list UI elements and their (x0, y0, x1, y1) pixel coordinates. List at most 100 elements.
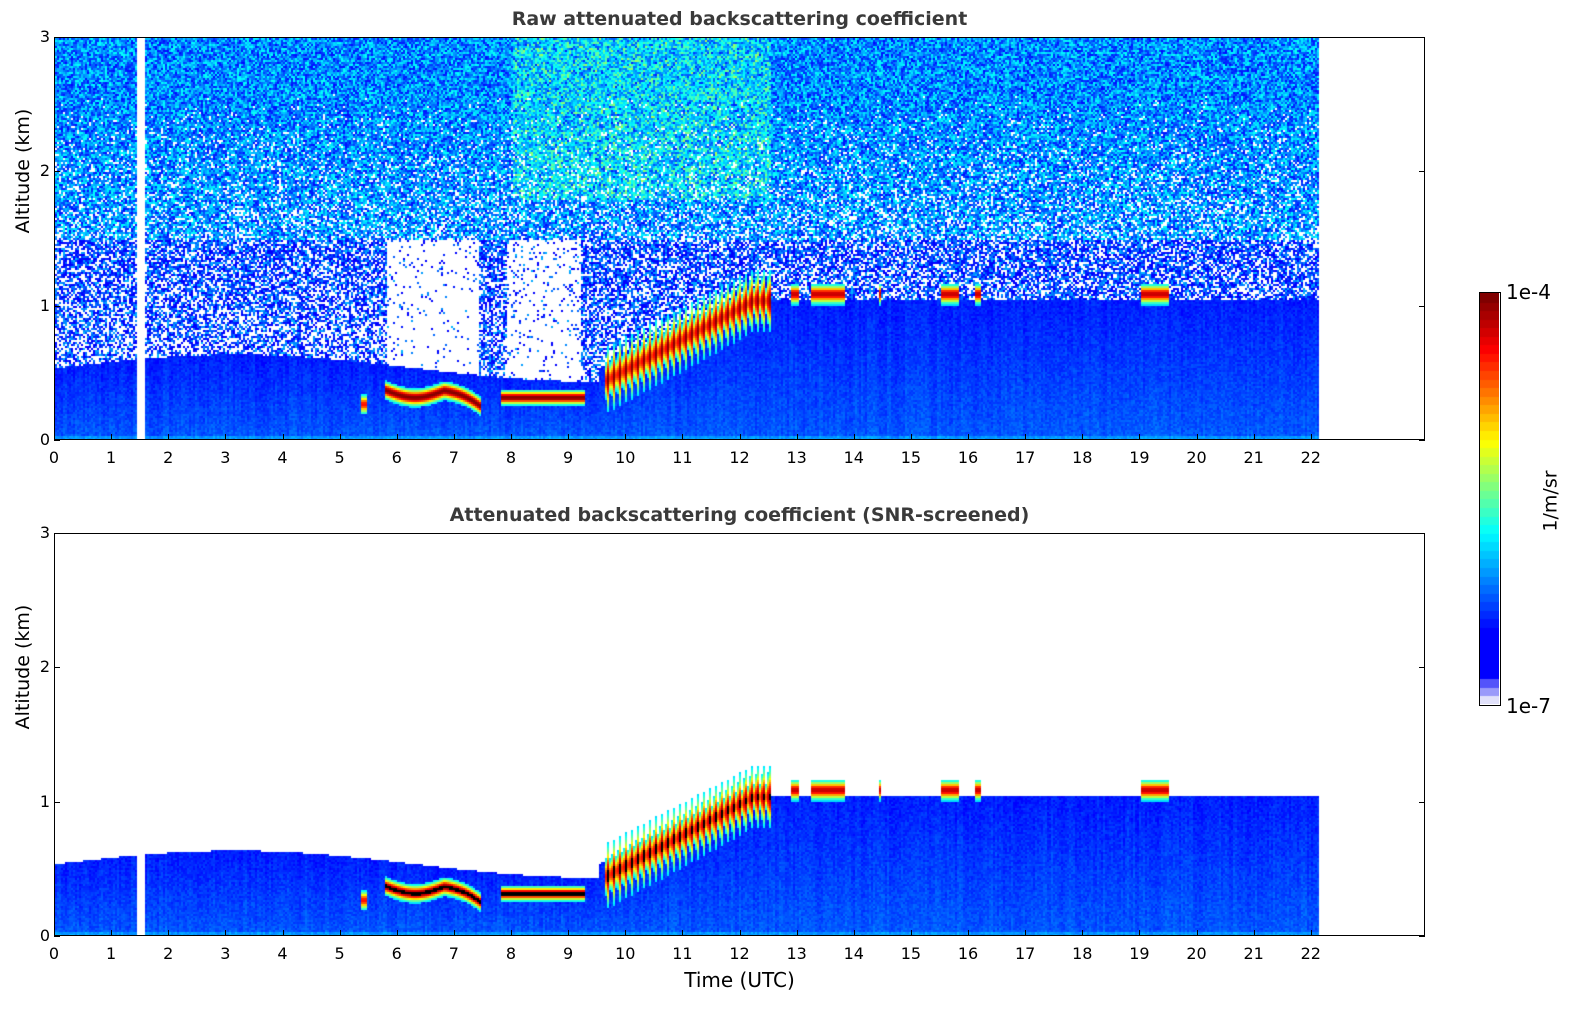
x-tick-label: 18 (1072, 448, 1093, 467)
x-tick (225, 930, 227, 936)
x-tick-label: 1 (106, 448, 117, 467)
x-tick (282, 434, 284, 440)
x-tick (453, 930, 455, 936)
x-tick-label: 21 (1243, 448, 1264, 467)
x-tick (968, 434, 969, 440)
colorbar (1479, 292, 1501, 706)
x-tick-label: 19 (1129, 448, 1150, 467)
x-tick-label: 0 (48, 448, 60, 467)
y-tick (54, 37, 60, 38)
x-tick (1196, 930, 1198, 936)
x-tick (625, 434, 627, 440)
x-tick-label: 12 (729, 448, 750, 467)
y-tick (1419, 533, 1425, 534)
x-tick-label: 10 (615, 944, 636, 963)
bottom-panel-plot-area (54, 533, 1425, 936)
x-tick (853, 434, 855, 440)
y-tick (54, 801, 60, 803)
x-tick-label: 6 (391, 448, 402, 467)
x-tick-label: 8 (505, 448, 517, 467)
x-tick-label: 21 (1243, 944, 1264, 963)
x-tick-label: 18 (1072, 944, 1093, 963)
x-tick-label: 2 (163, 944, 174, 963)
x-tick (1082, 930, 1084, 936)
x-tick-label: 0 (48, 944, 60, 963)
x-tick-label: 14 (843, 944, 864, 963)
x-tick-label: 16 (957, 944, 979, 963)
x-tick (1025, 434, 1027, 440)
x-tick (739, 930, 741, 936)
y-tick-label: 0 (39, 926, 50, 945)
x-tick-label: 9 (563, 448, 574, 467)
x-tick-label: 7 (448, 944, 459, 963)
x-tick-label: 20 (1186, 448, 1207, 467)
x-tick (910, 930, 912, 936)
x-tick-label: 15 (900, 944, 922, 963)
y-tick (1419, 801, 1425, 803)
colorbar-max-label: 1e-4 (1506, 280, 1551, 304)
x-tick-label: 10 (615, 448, 636, 467)
top-panel-plot-area (54, 37, 1425, 440)
x-tick (225, 434, 227, 440)
x-tick-label: 22 (1300, 448, 1321, 467)
x-tick-label: 16 (957, 448, 979, 467)
x-tick (339, 434, 341, 440)
bottom-panel-title: Attenuated backscattering coefficient (S… (449, 504, 1030, 526)
x-tick (168, 434, 170, 440)
bottom-panel-heatmap (55, 534, 1424, 935)
x-tick-label: 11 (672, 448, 693, 467)
x-tick (796, 434, 798, 440)
x-tick-label: 12 (729, 944, 750, 963)
x-tick (282, 930, 284, 936)
y-tick (54, 305, 60, 307)
x-tick (682, 434, 684, 440)
colorbar-unit-label: 1/m/sr (1539, 470, 1562, 532)
x-tick-label: 4 (277, 448, 288, 467)
x-tick (111, 930, 113, 936)
x-tick-label: 7 (448, 448, 459, 467)
x-tick (1025, 930, 1027, 936)
x-tick (625, 930, 627, 936)
x-tick (1310, 434, 1312, 440)
y-tick (54, 936, 60, 937)
x-tick-label: 1 (106, 944, 117, 963)
x-tick (396, 434, 398, 440)
x-tick (453, 434, 455, 440)
bottom-panel-xlabel: Time (UTC) (684, 968, 795, 992)
x-tick-label: 15 (900, 448, 922, 467)
x-tick (54, 930, 55, 936)
x-tick (568, 434, 570, 440)
y-tick (1419, 936, 1425, 937)
x-tick (1253, 434, 1255, 440)
x-tick (853, 930, 855, 936)
x-tick-label: 17 (1014, 944, 1036, 963)
y-tick (1419, 171, 1425, 173)
x-tick (682, 930, 684, 936)
x-tick (1310, 930, 1312, 936)
x-tick (1253, 930, 1255, 936)
x-tick (796, 930, 798, 936)
x-tick (54, 434, 55, 440)
x-tick-label: 6 (391, 944, 402, 963)
y-tick-label: 0 (39, 430, 50, 449)
y-tick (1419, 37, 1425, 38)
x-tick-label: 22 (1300, 944, 1321, 963)
x-tick (511, 434, 512, 440)
x-tick (111, 434, 113, 440)
x-tick-label: 19 (1129, 944, 1150, 963)
x-tick-label: 4 (277, 944, 288, 963)
x-tick-label: 11 (672, 944, 693, 963)
y-tick (54, 533, 60, 534)
y-tick (1419, 667, 1425, 669)
x-tick-label: 5 (334, 448, 345, 467)
x-tick-label: 17 (1014, 448, 1036, 467)
x-tick (1139, 930, 1141, 936)
x-tick (968, 930, 969, 936)
colorbar-min-label: 1e-7 (1506, 694, 1551, 718)
y-tick-label: 1 (39, 295, 50, 315)
x-tick-label: 5 (334, 944, 345, 963)
y-tick-label: 3 (39, 27, 50, 46)
x-tick-label: 2 (163, 448, 174, 467)
x-tick (1082, 434, 1084, 440)
colorbar-gradient (1480, 293, 1499, 704)
